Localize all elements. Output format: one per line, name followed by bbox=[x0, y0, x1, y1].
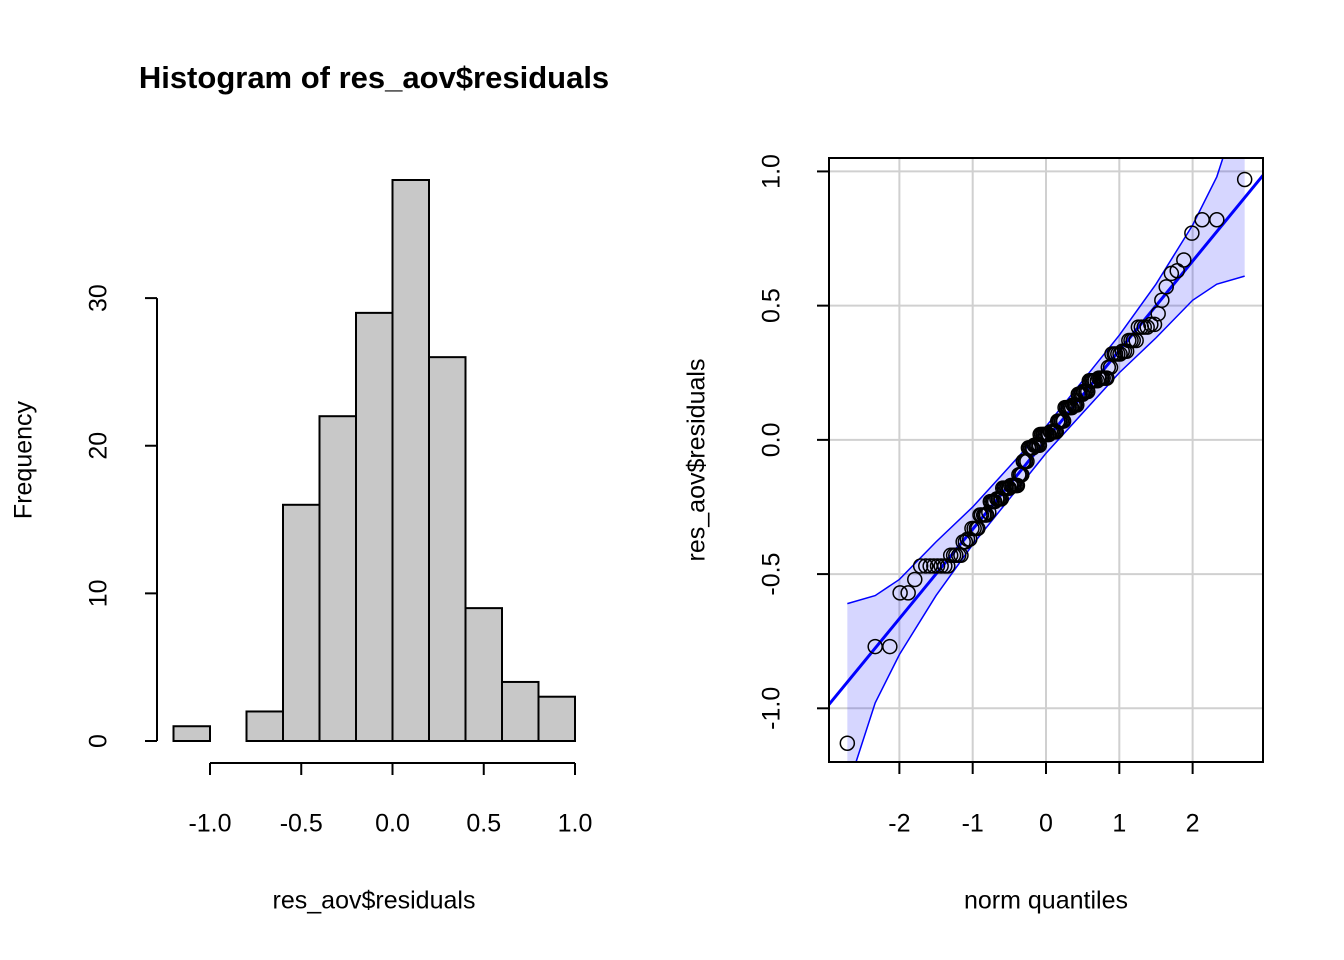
x-tick-label: -2 bbox=[888, 810, 910, 838]
envelope-lower bbox=[855, 275, 1245, 762]
point bbox=[912, 558, 929, 574]
point bbox=[907, 571, 923, 588]
bar bbox=[355, 311, 394, 742]
x-tick-label: 0.5 bbox=[466, 810, 501, 838]
bar bbox=[428, 356, 467, 742]
point bbox=[1139, 319, 1155, 335]
y-tick-label: 30 bbox=[85, 284, 113, 312]
point bbox=[1209, 211, 1225, 228]
x-tick-label: 0.0 bbox=[375, 810, 410, 838]
y-tick-label: -1.0 bbox=[758, 687, 786, 730]
point bbox=[882, 638, 898, 655]
point bbox=[1154, 292, 1170, 309]
y-tick-label: 0.5 bbox=[758, 288, 786, 323]
point bbox=[1176, 252, 1192, 268]
y-tick-label: 1.0 bbox=[758, 154, 786, 189]
point bbox=[1143, 316, 1159, 333]
y-axis-label: res_aov$residuals bbox=[683, 359, 711, 562]
x-tick-label: -1 bbox=[962, 810, 984, 838]
bar bbox=[282, 503, 321, 742]
confidence-envelope bbox=[847, 158, 1245, 762]
y-tick-label: 0 bbox=[85, 734, 113, 748]
y-tick-label: 20 bbox=[85, 432, 113, 460]
bar bbox=[501, 680, 540, 743]
x-axis-label: res_aov$residuals bbox=[273, 887, 476, 915]
chart-title: Histogram of res_aov$residuals bbox=[139, 60, 609, 95]
x-tick-label: 1 bbox=[1112, 810, 1126, 838]
point bbox=[1236, 171, 1253, 188]
bar bbox=[318, 415, 357, 742]
point bbox=[900, 585, 916, 601]
point bbox=[1009, 477, 1026, 494]
bar bbox=[391, 179, 430, 742]
x-tick-label: 1.0 bbox=[558, 810, 593, 838]
bar bbox=[537, 695, 576, 742]
x-tick-label: 0 bbox=[1039, 810, 1053, 838]
point bbox=[892, 585, 908, 601]
point bbox=[1184, 225, 1200, 241]
bar bbox=[245, 710, 284, 743]
x-tick-label: 2 bbox=[1186, 810, 1200, 838]
y-tick-label: -0.5 bbox=[758, 553, 786, 596]
x-axis-label: norm quantiles bbox=[964, 887, 1128, 915]
bar bbox=[172, 725, 211, 742]
x-tick-label: -0.5 bbox=[280, 810, 323, 838]
point bbox=[1146, 316, 1163, 333]
point bbox=[929, 558, 946, 574]
y-tick-label: 10 bbox=[85, 579, 113, 607]
point bbox=[839, 735, 856, 751]
point bbox=[918, 558, 934, 574]
point bbox=[1158, 279, 1174, 295]
point bbox=[957, 534, 974, 550]
y-axis-label: Frequency bbox=[10, 400, 38, 519]
point bbox=[1099, 370, 1115, 386]
bar bbox=[464, 607, 503, 743]
point bbox=[933, 558, 949, 574]
x-tick-label: -1.0 bbox=[188, 810, 231, 838]
y-tick-label: 0.0 bbox=[758, 422, 786, 457]
point bbox=[1112, 346, 1128, 362]
